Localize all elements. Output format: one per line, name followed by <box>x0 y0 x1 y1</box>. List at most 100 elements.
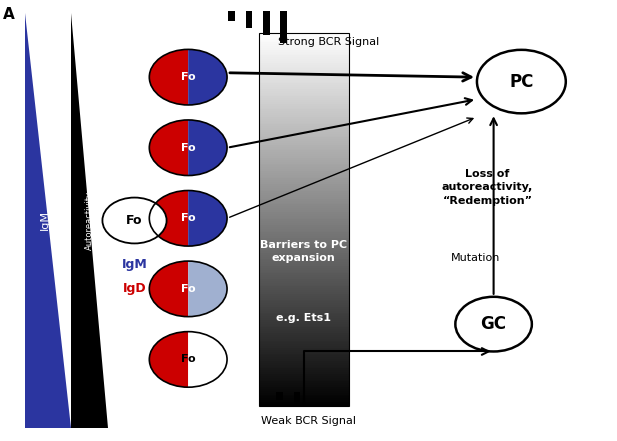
Bar <box>259 121 349 123</box>
Text: GC: GC <box>481 315 507 333</box>
Bar <box>259 145 349 147</box>
Bar <box>259 98 349 100</box>
Bar <box>259 169 349 171</box>
Bar <box>259 89 349 91</box>
Bar <box>228 11 235 21</box>
Text: e.g. Ets1: e.g. Ets1 <box>276 313 331 322</box>
Text: Fo: Fo <box>181 72 196 82</box>
Bar <box>259 292 349 294</box>
Bar <box>259 351 349 354</box>
Bar <box>259 258 349 260</box>
Bar <box>259 288 349 290</box>
Bar <box>259 199 349 201</box>
Bar <box>259 208 349 210</box>
Bar <box>259 266 349 268</box>
Bar <box>259 72 349 74</box>
Bar <box>259 243 349 246</box>
Bar <box>259 387 349 389</box>
Bar <box>259 301 349 303</box>
Bar <box>259 298 349 299</box>
Bar <box>259 82 349 83</box>
Bar <box>259 400 349 402</box>
Bar <box>259 111 349 113</box>
Bar <box>259 383 349 385</box>
Text: Mutation: Mutation <box>450 253 500 263</box>
Bar <box>259 253 349 255</box>
Bar <box>259 337 349 339</box>
Bar <box>259 171 349 173</box>
Wedge shape <box>149 261 188 317</box>
Bar <box>259 85 349 87</box>
Bar <box>259 205 349 206</box>
Bar <box>259 240 349 242</box>
Bar <box>259 283 349 284</box>
Bar <box>259 270 349 272</box>
Bar <box>259 117 349 119</box>
Bar <box>259 52 349 53</box>
Bar <box>259 247 349 249</box>
Bar <box>259 102 349 104</box>
Bar <box>259 164 349 165</box>
Bar <box>259 342 349 344</box>
Bar <box>259 268 349 270</box>
Bar <box>259 232 349 234</box>
Polygon shape <box>25 13 71 428</box>
Bar <box>259 37 349 39</box>
Bar <box>259 335 349 337</box>
Bar <box>259 57 349 59</box>
Bar <box>259 97 349 98</box>
Bar <box>259 35 349 37</box>
Bar <box>259 93 349 94</box>
Bar <box>259 277 349 279</box>
Bar <box>259 156 349 158</box>
Wedge shape <box>188 332 227 387</box>
Text: A: A <box>3 7 15 22</box>
Bar <box>259 257 349 258</box>
Bar <box>263 11 270 35</box>
Bar <box>259 46 349 48</box>
Bar <box>259 287 349 288</box>
Bar <box>259 50 349 52</box>
Circle shape <box>455 297 532 351</box>
Bar <box>259 78 349 80</box>
Bar <box>259 83 349 85</box>
Bar <box>259 53 349 56</box>
Bar <box>259 191 349 193</box>
Bar <box>259 65 349 67</box>
Bar <box>259 70 349 72</box>
Bar <box>259 296 349 298</box>
Bar <box>259 223 349 225</box>
Bar <box>259 281 349 283</box>
Bar <box>259 246 349 247</box>
Bar <box>259 139 349 141</box>
Text: IgD: IgD <box>123 282 146 295</box>
Bar <box>259 76 349 78</box>
Bar <box>259 322 349 324</box>
Text: IgM: IgM <box>122 258 147 271</box>
Bar <box>259 141 349 143</box>
Bar <box>259 251 349 253</box>
Bar <box>280 11 287 43</box>
Bar <box>259 398 349 400</box>
Bar <box>259 217 349 220</box>
Bar <box>259 182 349 184</box>
Bar <box>276 392 283 400</box>
Bar <box>259 311 349 313</box>
Bar <box>259 162 349 164</box>
Bar <box>259 68 349 71</box>
Bar <box>259 109 349 111</box>
Bar <box>259 173 349 175</box>
Text: Fo: Fo <box>181 143 196 153</box>
Bar <box>259 236 349 238</box>
Bar <box>259 130 349 132</box>
Wedge shape <box>188 261 227 317</box>
Bar <box>259 262 349 264</box>
Bar <box>259 67 349 68</box>
Wedge shape <box>149 332 188 387</box>
Bar <box>259 219 349 221</box>
Bar <box>259 372 349 374</box>
Bar <box>259 348 349 350</box>
Wedge shape <box>149 49 188 105</box>
Bar <box>259 41 349 42</box>
Bar <box>259 225 349 227</box>
